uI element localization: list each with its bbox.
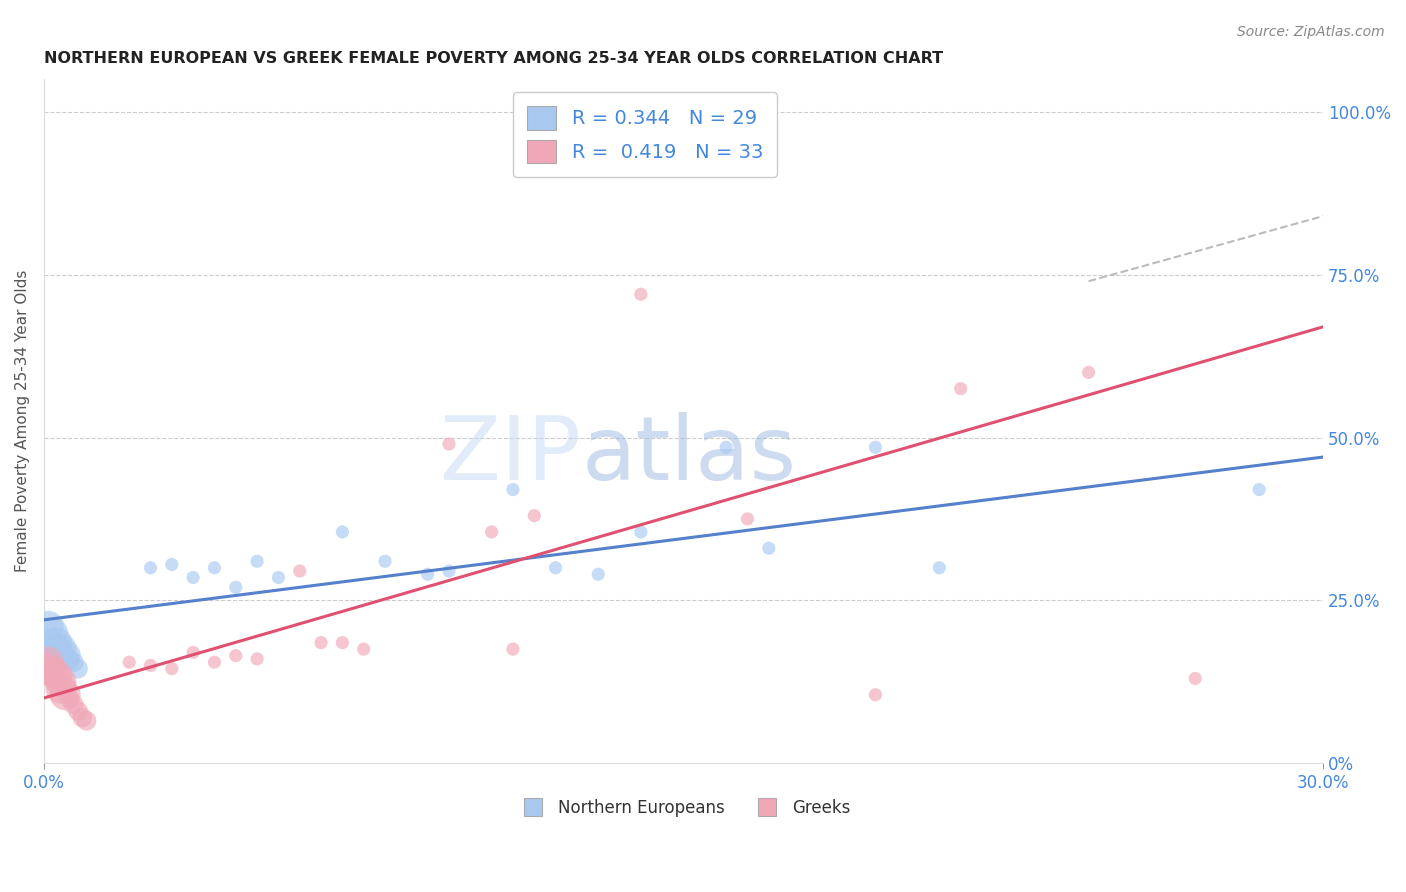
Point — [37, 655, 59, 669]
Point — [45, 642, 67, 657]
Point — [865, 440, 887, 454]
Point — [58, 691, 80, 706]
Point — [374, 554, 396, 568]
Point — [1184, 672, 1206, 686]
Legend: Northern Europeans, Greeks: Northern Europeans, Greeks — [510, 792, 856, 823]
Point — [118, 655, 141, 669]
Point — [586, 567, 609, 582]
Point — [76, 714, 98, 728]
Point — [53, 648, 76, 663]
Point — [62, 655, 84, 669]
Text: ZIP: ZIP — [440, 412, 581, 499]
Point — [1249, 483, 1271, 497]
Point — [267, 570, 290, 584]
Point — [437, 437, 460, 451]
Point — [66, 704, 89, 718]
Point — [49, 681, 72, 696]
Point — [1077, 365, 1099, 379]
Point — [523, 508, 546, 523]
Point — [49, 642, 72, 657]
Point — [45, 635, 67, 649]
Point — [41, 665, 63, 679]
Point — [160, 662, 183, 676]
Point — [204, 655, 226, 669]
Point — [225, 580, 247, 594]
Point — [502, 483, 524, 497]
Point — [416, 567, 439, 582]
Point — [246, 554, 269, 568]
Point — [332, 635, 354, 649]
Text: atlas: atlas — [581, 412, 796, 499]
Point — [66, 662, 89, 676]
Point — [928, 561, 950, 575]
Point — [353, 642, 375, 657]
Point — [72, 710, 94, 724]
Point — [288, 564, 311, 578]
Point — [41, 626, 63, 640]
Point — [181, 645, 204, 659]
Point — [544, 561, 567, 575]
Point — [332, 524, 354, 539]
Point — [181, 570, 204, 584]
Point — [309, 635, 332, 649]
Point — [58, 652, 80, 666]
Point — [949, 382, 972, 396]
Point — [865, 688, 887, 702]
Point — [37, 662, 59, 676]
Point — [714, 440, 737, 454]
Point — [737, 512, 759, 526]
Point — [630, 287, 652, 301]
Point — [49, 674, 72, 689]
Y-axis label: Female Poverty Among 25-34 Year Olds: Female Poverty Among 25-34 Year Olds — [15, 270, 30, 573]
Point — [481, 524, 503, 539]
Text: Source: ZipAtlas.com: Source: ZipAtlas.com — [1237, 25, 1385, 39]
Point — [139, 658, 162, 673]
Point — [437, 564, 460, 578]
Point — [758, 541, 780, 556]
Point — [225, 648, 247, 663]
Point — [160, 558, 183, 572]
Point — [139, 561, 162, 575]
Point — [204, 561, 226, 575]
Text: NORTHERN EUROPEAN VS GREEK FEMALE POVERTY AMONG 25-34 YEAR OLDS CORRELATION CHAR: NORTHERN EUROPEAN VS GREEK FEMALE POVERT… — [44, 51, 943, 66]
Point — [246, 652, 269, 666]
Point — [502, 642, 524, 657]
Point — [62, 698, 84, 712]
Point — [53, 688, 76, 702]
Point — [37, 619, 59, 633]
Point — [45, 668, 67, 682]
Point — [630, 524, 652, 539]
